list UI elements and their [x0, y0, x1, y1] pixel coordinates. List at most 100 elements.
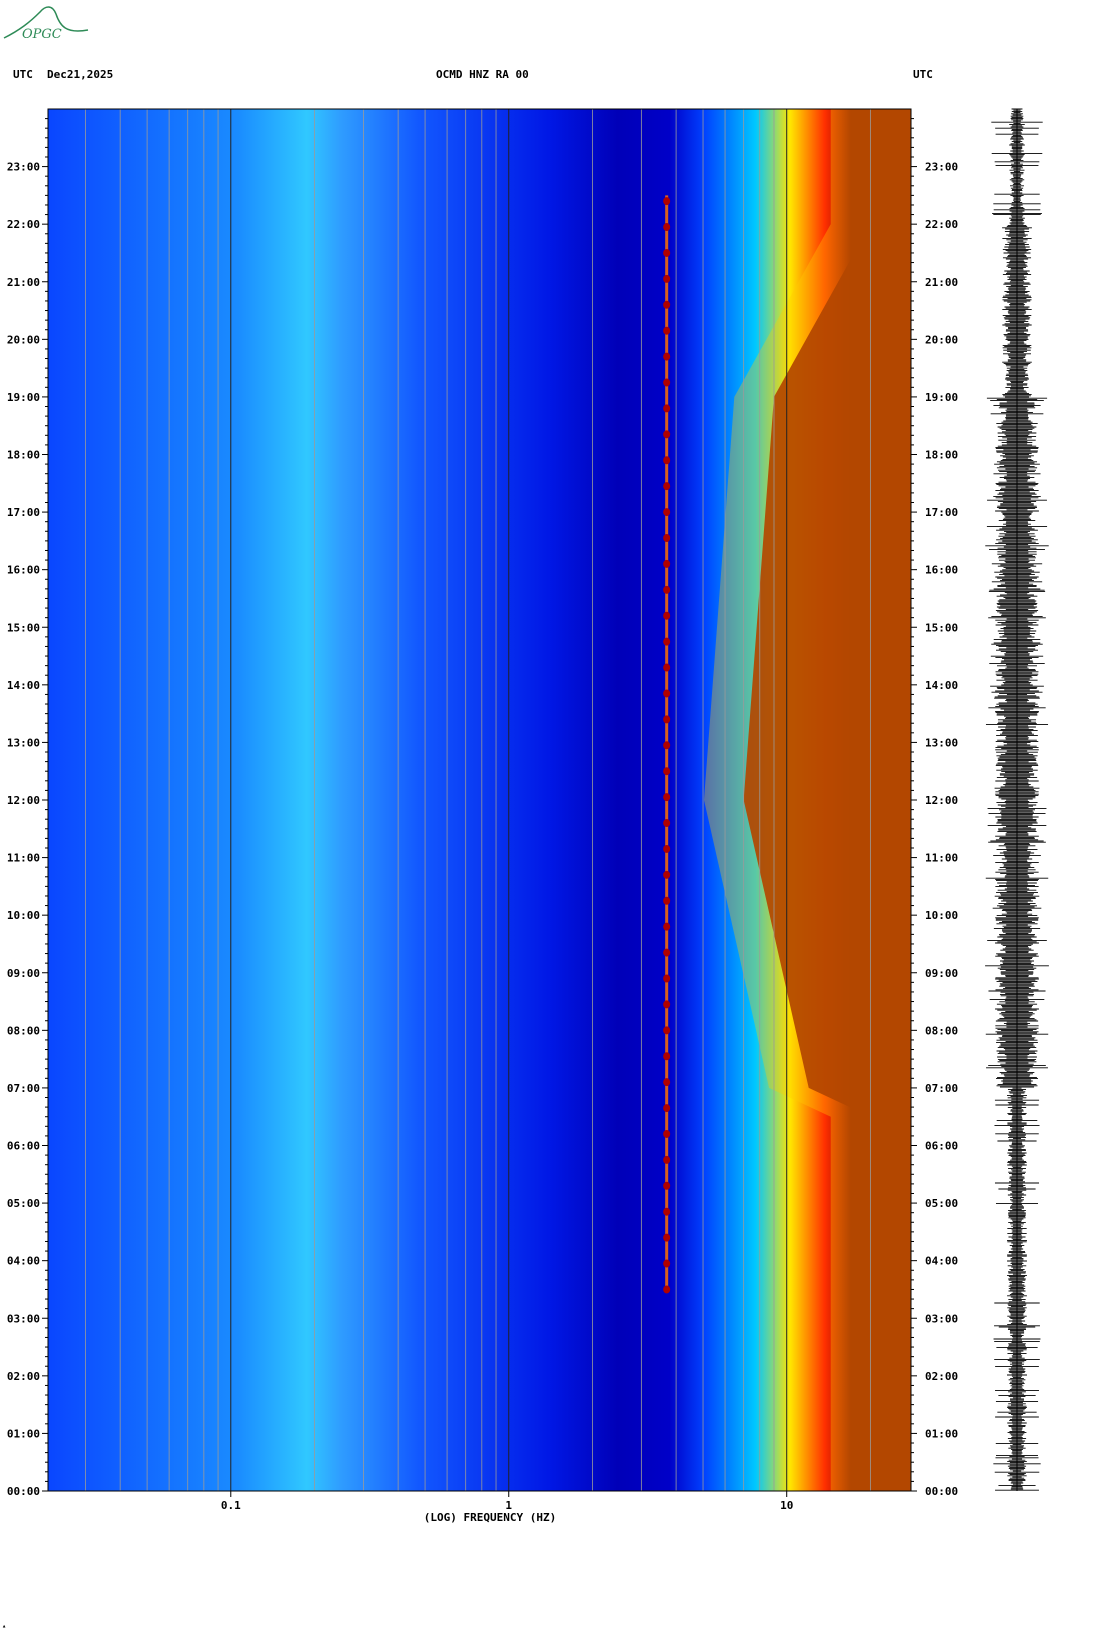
spectral-line-blob [663, 1026, 671, 1035]
spectral-line-blob [663, 404, 671, 413]
y-tick-label-right: 02:00 [925, 1370, 958, 1383]
y-tick-label-left: 02:00 [7, 1370, 40, 1383]
y-tick-label-right: 05:00 [925, 1197, 958, 1210]
spectral-line-blob [663, 1181, 671, 1190]
y-tick-label-right: 04:00 [925, 1255, 958, 1268]
spectral-line-blob [663, 689, 671, 698]
y-tick-label-right: 00:00 [925, 1485, 958, 1498]
high-energy-region [743, 109, 911, 1491]
y-tick-label-left: 06:00 [7, 1140, 40, 1153]
x-tick-label: 0.1 [221, 1499, 241, 1512]
y-tick-label-right: 21:00 [925, 276, 958, 289]
y-tick-label-right: 01:00 [925, 1427, 958, 1440]
spectrogram-frame [47, 108, 912, 1492]
spectral-line-blob [663, 922, 671, 931]
transition-band [703, 109, 911, 1491]
y-tick-label-right: 09:00 [925, 967, 958, 980]
spectral-line-blob [663, 663, 671, 672]
y-tick-label-right: 23:00 [925, 161, 958, 174]
y-tick-label-left: 14:00 [7, 679, 40, 692]
y-tick-label-left: 11:00 [7, 852, 40, 865]
y-tick-label-right: 22:00 [925, 218, 958, 231]
y-tick-label-right: 08:00 [925, 1024, 958, 1037]
spectral-line-blob [663, 533, 671, 542]
spectral-line-blob [663, 1155, 671, 1164]
spectral-line-blob [663, 223, 671, 232]
spectral-line-blob [663, 715, 671, 724]
spectral-line-blob [663, 793, 671, 802]
spectral-line-blob [663, 430, 671, 439]
spectral-line-blob [663, 482, 671, 491]
spectral-line-blob [663, 767, 671, 776]
spectral-line-blob [663, 248, 671, 257]
spectral-line-blob [663, 819, 671, 828]
spectral-line-blob [663, 1078, 671, 1087]
y-tick-label-left: 13:00 [7, 736, 40, 749]
logo-text: OPGC [22, 27, 62, 42]
x-axis-label: (LOG) FREQUENCY (HZ) [424, 1511, 556, 1524]
header-date: Dec21,2025 [47, 68, 114, 81]
y-tick-label-right: 18:00 [925, 449, 958, 462]
y-tick-label-left: 22:00 [7, 218, 40, 231]
y-tick-label-right: 10:00 [925, 909, 958, 922]
seismogram-trace [985, 108, 1049, 1491]
spectral-line-blob [663, 1052, 671, 1061]
y-tick-label-left: 21:00 [7, 276, 40, 289]
spectral-line-blob [663, 274, 671, 283]
spectral-line-blob [663, 352, 671, 361]
spectral-line-blob [663, 300, 671, 309]
spectral-line-blob [663, 1285, 671, 1294]
spectral-line-blob [663, 870, 671, 879]
opgc-logo: OPGC [3, 6, 89, 42]
spectral-line-blob [663, 844, 671, 853]
y-tick-label-left: 10:00 [7, 909, 40, 922]
spectral-line-blob [663, 1259, 671, 1268]
y-tick-label-right: 17:00 [925, 506, 958, 519]
y-tick-label-right: 12:00 [925, 794, 958, 807]
spectral-line-blob [663, 585, 671, 594]
spectral-line-blob [663, 508, 671, 517]
y-tick-label-left: 00:00 [7, 1485, 40, 1498]
spectral-line-blob [663, 896, 671, 905]
y-tick-label-right: 14:00 [925, 679, 958, 692]
header-station: OCMD HNZ RA 00 [436, 68, 529, 81]
y-tick-label-left: 12:00 [7, 794, 40, 807]
spectral-line-blob [663, 948, 671, 957]
x-tick-label: 1 [505, 1499, 512, 1512]
spectral-line-blob [663, 197, 671, 206]
header-right-timezone: UTC [913, 68, 933, 81]
header-left-timezone: UTC [13, 68, 33, 81]
y-tick-label-left: 03:00 [7, 1312, 40, 1325]
y-tick-label-right: 06:00 [925, 1140, 958, 1153]
y-tick-label-left: 18:00 [7, 449, 40, 462]
spectral-line-blob [663, 1233, 671, 1242]
y-tick-label-right: 19:00 [925, 391, 958, 404]
corner-mark: ▴ [2, 1622, 7, 1630]
y-tick-label-right: 07:00 [925, 1082, 958, 1095]
y-tick-label-right: 20:00 [925, 333, 958, 346]
y-tick-label-left: 16:00 [7, 564, 40, 577]
spectral-line-blob [663, 456, 671, 465]
y-tick-label-left: 07:00 [7, 1082, 40, 1095]
spectral-line-blob [663, 1207, 671, 1216]
y-tick-label-right: 16:00 [925, 564, 958, 577]
y-tick-label-left: 23:00 [7, 161, 40, 174]
spectral-line-blob [663, 559, 671, 568]
spectral-line-blob [663, 741, 671, 750]
y-tick-label-right: 11:00 [925, 852, 958, 865]
spectral-line-blob [663, 1129, 671, 1138]
spectral-line-blob [663, 637, 671, 646]
spectral-line-blob [663, 1104, 671, 1113]
y-tick-label-left: 01:00 [7, 1427, 40, 1440]
spectral-line-blob [663, 974, 671, 983]
logo-swoosh [3, 6, 89, 39]
y-tick-label-left: 19:00 [7, 391, 40, 404]
y-tick-label-left: 08:00 [7, 1024, 40, 1037]
x-tick-label: 10 [780, 1499, 793, 1512]
y-tick-label-left: 15:00 [7, 621, 40, 634]
y-tick-label-right: 03:00 [925, 1312, 958, 1325]
spectral-line-blob [663, 326, 671, 335]
spectral-line-blob [663, 378, 671, 387]
y-tick-label-left: 05:00 [7, 1197, 40, 1210]
